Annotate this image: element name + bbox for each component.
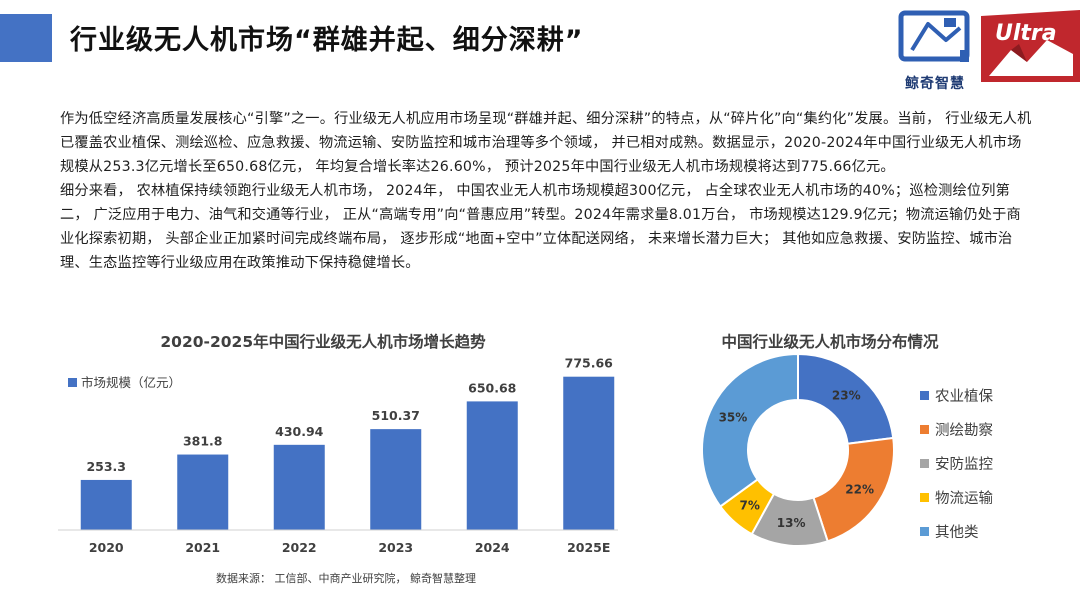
donut-slice-其他类 (701, 352, 799, 508)
donut-legend-label: 其他类 (935, 524, 979, 541)
bar-legend-label: 市场规模（亿元） (81, 375, 181, 390)
bar-chart-title: 2020-2025年中国行业级无人机市场增长趋势 (160, 332, 486, 351)
whale-logo-icon (898, 10, 970, 62)
bar-2024 (466, 401, 518, 530)
bar-chart: 2020-2025年中国行业级无人机市场增长趋势 市场规模（亿元） 253.3 3… (58, 332, 618, 585)
bar-legend-swatch (68, 378, 77, 387)
donut-legend-swatch (920, 459, 929, 468)
bar-x-tick-label: 2025E (567, 540, 610, 555)
donut-legend-swatch (920, 391, 929, 400)
donut-value-label: 13% (777, 516, 806, 530)
ultra-logo-text: Ultra (995, 21, 1057, 46)
bar-2020 (80, 479, 132, 530)
bar-value-label: 650.68 (468, 380, 516, 395)
donut-slices (701, 352, 895, 547)
donut-value-label: 22% (845, 483, 874, 497)
bar-x-tick-label: 2022 (282, 540, 317, 555)
donut-value-label: 35% (719, 410, 748, 424)
bar-2022 (273, 444, 325, 530)
donut-slice-测绘勘察 (812, 436, 895, 543)
donut-legend-label: 测绘勘察 (935, 421, 993, 439)
bar-x-tick-labels: 2020 2021 2022 2023 2024 2025E (89, 540, 611, 555)
bar-x-tick-label: 2021 (185, 540, 220, 555)
chart-source-note: 数据来源： 工信部、中商产业研究院， 鲸奇智慧整理 (216, 571, 476, 585)
donut-legend-label: 安防监控 (935, 456, 993, 473)
donut-value-label: 7% (740, 498, 760, 512)
page-title: 行业级无人机市场“群雄并起、细分深耕” (70, 25, 584, 56)
donut-value-labels: 23% 22% 13% 7% 35% (719, 389, 874, 530)
bar-value-label: 253.3 (86, 459, 126, 474)
body-paragraph-1: 作为低空经济高质量发展核心“引擎”之一。行业级无人机应用市场呈现“群雄并起、细分… (60, 111, 1032, 175)
bar-value-label: 381.8 (183, 434, 223, 449)
bar-2025E (563, 376, 615, 530)
logo-brand-text: 鲸奇智慧 (905, 76, 965, 92)
bar-value-label: 510.37 (372, 408, 420, 423)
bar-x-tick-label: 2020 (89, 540, 124, 555)
donut-chart-title: 中国行业级无人机市场分布情况 (721, 332, 939, 351)
header-accent-bar (0, 14, 52, 62)
donut-legend-label: 农业植保 (935, 388, 993, 405)
bar-series (80, 376, 615, 530)
ultra-logo-icon: Ultra (981, 10, 1080, 82)
donut-value-label: 23% (832, 389, 861, 403)
donut-legend-swatch (920, 493, 929, 502)
bar-value-label: 775.66 (565, 356, 614, 371)
body-paragraph-2: 细分来看， 农林植保持续领跑行业级无人机市场， 2024年， 中国农业无人机市场… (60, 183, 1021, 271)
donut-chart: 中国行业级无人机市场分布情况 23% 22% 13% 7% 35% 农业植保测绘勘察安防… (701, 332, 993, 547)
bar-value-label: 430.94 (275, 424, 324, 439)
donut-legend-swatch (920, 527, 929, 536)
bar-x-tick-label: 2023 (378, 540, 413, 555)
bar-x-tick-label: 2024 (475, 540, 510, 555)
bar-value-labels: 253.3 381.8 430.94 510.37 650.68 775.66 (86, 356, 613, 474)
logo-jingqi: 鲸奇智慧 (896, 10, 974, 92)
body-text: 作为低空经济高质量发展核心“引擎”之一。行业级无人机应用市场呈现“群雄并起、细分… (60, 107, 1035, 275)
bar-2023 (370, 429, 422, 530)
bar-2021 (177, 454, 229, 530)
donut-legend-swatch (920, 425, 929, 434)
donut-legend-label: 物流运输 (935, 490, 993, 507)
